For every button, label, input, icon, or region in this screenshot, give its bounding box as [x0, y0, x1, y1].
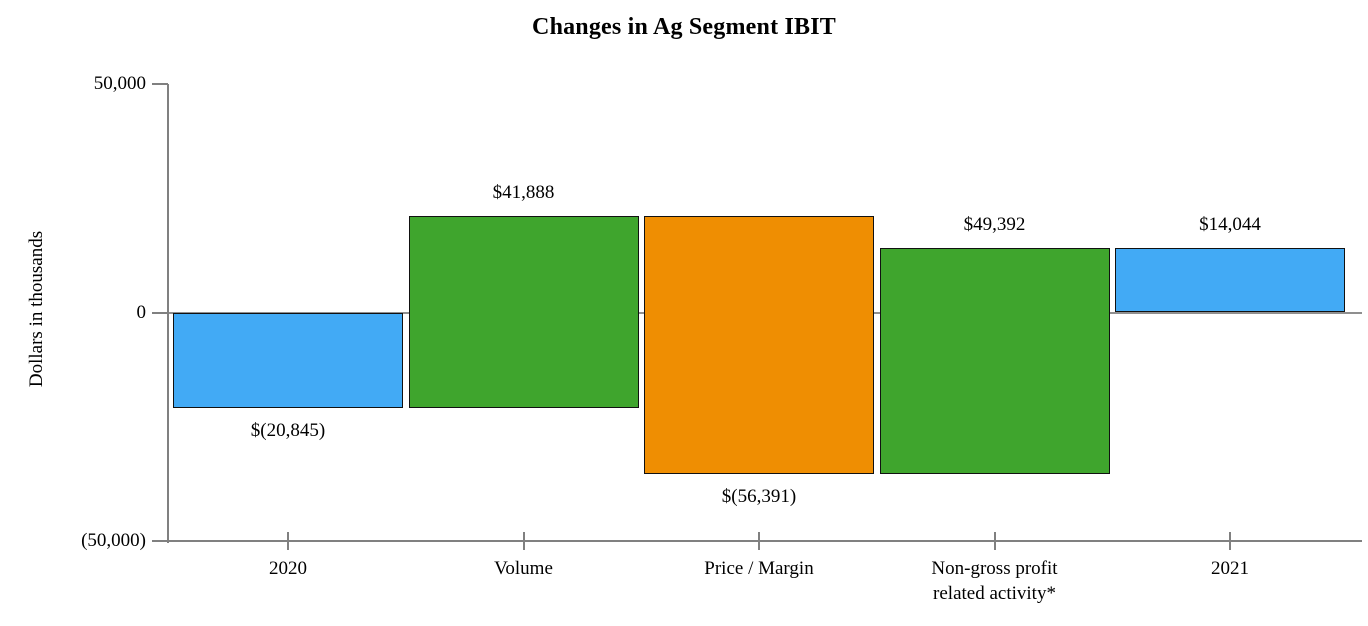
y-tick [152, 540, 168, 542]
bar-price-margin [644, 216, 874, 475]
y-tick [152, 83, 168, 85]
bar-2021 [1115, 248, 1345, 313]
x-category-label: Price / Margin [704, 558, 814, 579]
x-category-label: 2021 [1211, 558, 1249, 579]
x-category-label: 2020 [269, 558, 307, 579]
bar-value-label: $(20,845) [250, 419, 326, 441]
bar-volume [408, 216, 639, 408]
x-tick [758, 532, 760, 550]
bar-value-label: $14,044 [1199, 214, 1261, 236]
y-tick-label: (50,000) [81, 530, 146, 551]
bar-value-label: $49,392 [963, 214, 1026, 236]
bar-value-label: $41,888 [492, 182, 555, 204]
bar-2020 [173, 312, 403, 408]
x-tick [993, 532, 996, 550]
x-tick [522, 532, 525, 550]
bar-value-label: $(56,391) [721, 486, 797, 508]
bar-non-gross-profit-related-activity [879, 248, 1110, 475]
x-category-label: Volume [494, 558, 553, 579]
x-tick [287, 532, 289, 550]
y-tick-label: 0 [136, 301, 147, 323]
y-tick [152, 311, 168, 314]
y-axis [167, 84, 169, 543]
x-category-label: Non-gross profit related activity* [931, 558, 1058, 604]
chart-title: Changes in Ag Segment IBIT [532, 14, 836, 40]
y-tick-label: 50,000 [93, 73, 146, 94]
x-tick [1229, 532, 1231, 550]
